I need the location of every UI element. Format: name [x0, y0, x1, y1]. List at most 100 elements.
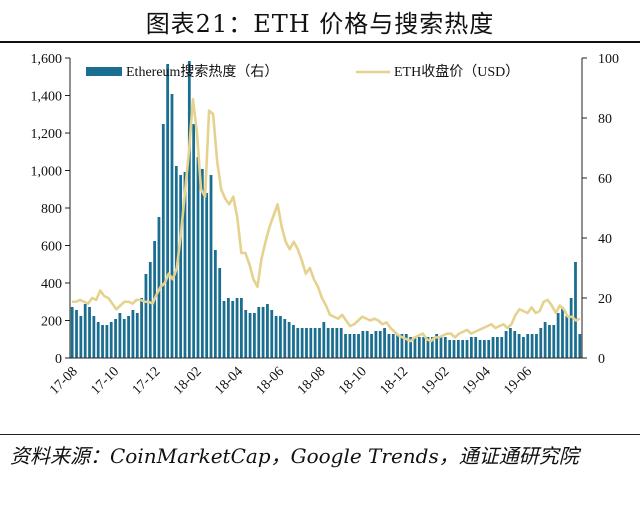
- search-bar: [552, 325, 556, 358]
- x-axis-tick-label: 18-12: [377, 364, 411, 398]
- search-bar: [135, 313, 139, 358]
- search-bar: [218, 268, 222, 358]
- search-bar: [222, 301, 226, 358]
- x-axis-tick-label: 17-10: [88, 364, 122, 398]
- chart-title: 图表21：ETH 价格与搜索热度: [145, 10, 495, 38]
- left-axis-tick-label: 1,400: [31, 90, 63, 105]
- search-bar: [266, 304, 269, 358]
- search-bar: [235, 298, 239, 358]
- search-bar: [161, 124, 165, 358]
- search-bar: [530, 334, 534, 358]
- search-bar: [539, 328, 543, 358]
- title-divider: [0, 41, 640, 43]
- search-bar: [357, 334, 360, 358]
- search-bar: [404, 334, 408, 358]
- search-bar: [118, 313, 122, 358]
- search-bar: [387, 334, 391, 358]
- search-bar: [257, 307, 261, 358]
- x-axis-tick-label: 18-04: [212, 364, 246, 398]
- search-bar: [409, 337, 412, 358]
- search-bar: [500, 337, 504, 358]
- search-bar: [253, 313, 256, 358]
- search-bar: [435, 334, 439, 358]
- x-axis-tick-label: 19-02: [419, 364, 453, 398]
- search-bar: [166, 64, 170, 358]
- search-bar: [378, 331, 382, 358]
- search-bar: [396, 334, 399, 358]
- search-bar: [326, 328, 330, 358]
- search-bar: [192, 124, 196, 358]
- search-bar: [487, 340, 491, 358]
- legend-bar-label: Ethereum搜索热度（右）: [126, 63, 278, 80]
- search-bar: [309, 328, 313, 358]
- search-bar: [283, 319, 287, 358]
- x-axis-tick-label: 18-08: [295, 364, 329, 398]
- search-bar: [170, 94, 174, 358]
- source-divider: [0, 434, 640, 435]
- search-bar: [400, 334, 404, 358]
- search-bar: [335, 328, 339, 358]
- search-bar: [292, 325, 295, 358]
- x-axis-tick-label: 18-02: [171, 364, 205, 398]
- left-axis-tick-label: 600: [41, 240, 62, 255]
- search-bar: [209, 175, 213, 358]
- search-bar: [101, 325, 104, 358]
- x-axis-tick-label: 19-06: [501, 364, 535, 398]
- search-bar: [122, 319, 126, 358]
- search-bar: [426, 337, 430, 358]
- search-bar: [270, 310, 274, 358]
- right-axis-tick-label: 60: [598, 172, 612, 187]
- search-bar: [148, 262, 152, 358]
- search-bar: [504, 331, 508, 358]
- search-bar: [187, 61, 191, 358]
- right-axis-tick-label: 100: [598, 52, 619, 67]
- search-bar: [456, 340, 460, 358]
- search-bar: [439, 337, 443, 358]
- left-axis-tick-label: 200: [41, 315, 62, 330]
- left-axis-tick-label: 0: [55, 352, 62, 367]
- left-axis-tick-label: 400: [41, 277, 62, 292]
- search-bar: [344, 334, 347, 358]
- search-bar: [452, 340, 456, 358]
- search-bar: [522, 337, 525, 358]
- search-bar: [244, 310, 248, 358]
- legend: Ethereum搜索热度（右） ETH收盘价（USD）: [86, 63, 519, 80]
- search-bar: [561, 307, 564, 358]
- right-axis-tick-label: 80: [598, 112, 612, 127]
- search-bar: [383, 328, 386, 358]
- search-bar: [287, 322, 291, 358]
- legend-line-label: ETH收盘价（USD）: [394, 63, 519, 80]
- search-bar: [513, 331, 517, 358]
- search-bar: [465, 340, 469, 358]
- search-bar: [535, 334, 538, 358]
- search-bar: [75, 310, 78, 358]
- search-bar: [578, 334, 582, 358]
- search-bar: [200, 169, 204, 358]
- search-bar: [248, 313, 252, 358]
- search-bar: [417, 337, 421, 358]
- search-bar: [478, 340, 482, 358]
- search-bar: [509, 328, 512, 358]
- search-bar: [213, 250, 217, 358]
- search-bar: [474, 337, 478, 358]
- search-bar: [422, 337, 426, 358]
- search-bar: [96, 322, 100, 358]
- search-bar: [331, 328, 334, 358]
- search-bar: [339, 328, 343, 358]
- search-bar: [413, 337, 417, 358]
- search-bar: [318, 328, 321, 358]
- search-bar: [461, 340, 465, 358]
- search-bar: [261, 307, 265, 358]
- x-axis-tick-label: 18-06: [254, 364, 288, 398]
- bar-series: [70, 61, 582, 358]
- x-axis-tick-label: 17-12: [130, 364, 164, 398]
- right-axis-tick-label: 40: [598, 232, 612, 247]
- search-bar: [374, 331, 378, 358]
- search-bar: [196, 157, 200, 358]
- search-bar: [79, 316, 83, 358]
- search-bar: [348, 334, 352, 358]
- search-bar: [131, 310, 135, 358]
- search-bar: [70, 307, 74, 358]
- search-bar: [83, 304, 87, 358]
- x-axis-tick-label: 18-10: [336, 364, 370, 398]
